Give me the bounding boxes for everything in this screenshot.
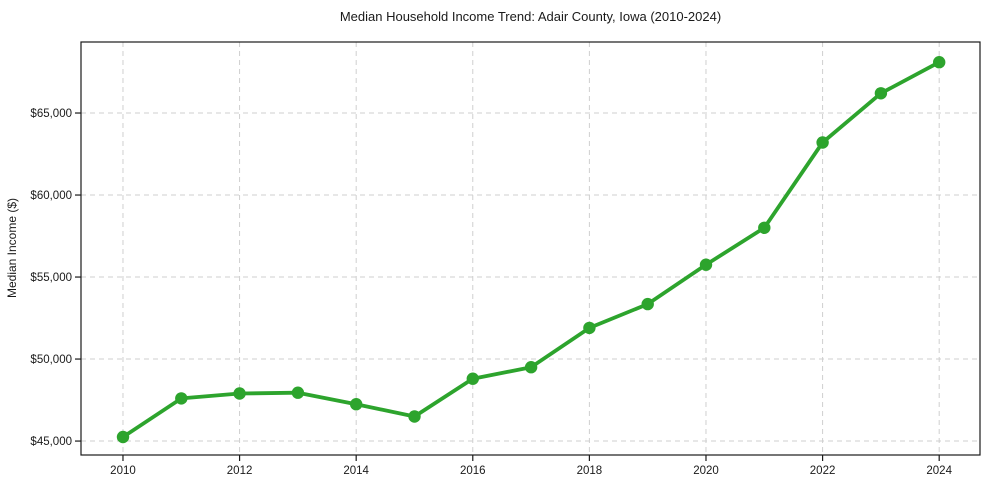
- data-point-2015: [408, 410, 421, 423]
- data-point-2013: [291, 386, 305, 399]
- data-point-2011: [175, 392, 188, 405]
- x-tick-label: 2016: [460, 465, 486, 477]
- data-point-2021: [758, 221, 771, 234]
- data-point-2020: [699, 258, 713, 271]
- y-axis-label: Median Income ($): [5, 198, 19, 298]
- data-point-2016: [466, 372, 479, 385]
- data-point-2018: [583, 321, 596, 335]
- data-point-2023: [874, 87, 888, 100]
- y-tick-label: $55,000: [30, 272, 72, 284]
- data-point-2022: [816, 136, 829, 149]
- plot-area-border: [80, 41, 981, 456]
- y-tick-label: $45,000: [30, 436, 72, 448]
- y-tick-label: $50,000: [30, 354, 72, 366]
- data-point-2010: [116, 430, 130, 444]
- x-tick-label: 2020: [693, 465, 719, 477]
- x-tick-label: 2022: [810, 465, 836, 477]
- data-point-2017: [524, 361, 538, 374]
- y-tick-label: $65,000: [30, 108, 72, 120]
- income-series: [116, 56, 946, 444]
- x-tick-label: 2014: [343, 465, 369, 477]
- axis-ticks: [75, 112, 940, 461]
- y-tick-label: $60,000: [30, 190, 72, 202]
- data-point-2024: [933, 56, 946, 69]
- data-point-2019: [641, 297, 654, 311]
- chart-title: Median Household Income Trend: Adair Cou…: [340, 9, 721, 24]
- tick-labels: $45,000 $50,000 $55,000 $60,000 $65,000 2010 2…: [30, 108, 952, 477]
- data-point-2012: [233, 387, 246, 400]
- x-tick-label: 2018: [577, 465, 603, 477]
- gridlines: [81, 42, 980, 455]
- x-tick-label: 2024: [926, 465, 952, 477]
- x-tick-label: 2010: [110, 465, 136, 477]
- x-tick-label: 2012: [227, 465, 253, 477]
- data-point-2014: [350, 398, 363, 411]
